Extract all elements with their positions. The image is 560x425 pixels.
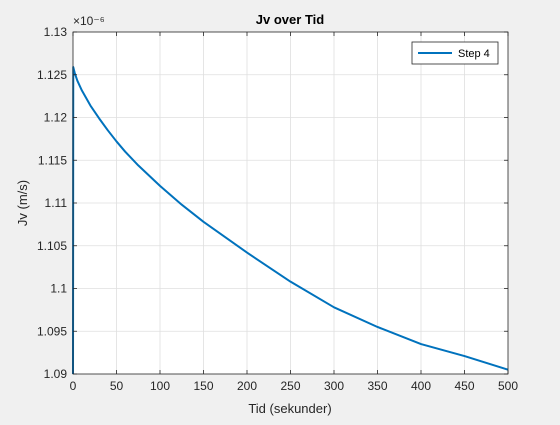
x-tick-label: 0: [70, 379, 77, 393]
x-tick-label: 300: [324, 379, 344, 393]
chart-title: Jv over Tid: [256, 12, 324, 27]
x-tick-label: 250: [280, 379, 300, 393]
labels: Jv over Tid Tid (sekunder) Jv (m/s) ×10⁻…: [15, 12, 332, 416]
legend: Step 4: [411, 41, 499, 65]
y-tick-label: 1.095: [37, 324, 67, 338]
x-tick-label: 150: [193, 379, 213, 393]
y-tick-label: 1.13: [44, 25, 68, 39]
y-tick-label: 1.115: [38, 153, 67, 167]
y-tick-label: 1.105: [37, 239, 67, 253]
x-tick-label: 200: [237, 379, 257, 393]
x-tick-label: 400: [411, 379, 431, 393]
x-axis-label: Tid (sekunder): [248, 401, 331, 416]
x-tick-label: 100: [150, 379, 170, 393]
ticks: 0 50 100 150 200 250 300 350 400 450 500 1.09 1.095 1…: [37, 25, 518, 393]
legend-entry: Step 4: [458, 48, 490, 60]
x-tick-label: 350: [367, 379, 387, 393]
x-tick-label: 500: [498, 379, 518, 393]
series-line: [72, 66, 509, 375]
y-tick-label: 1.125: [37, 68, 67, 82]
legend-box: [411, 41, 499, 65]
y-tick-label: 1.11: [45, 196, 68, 210]
x-tick-label: 50: [110, 379, 124, 393]
y-tick-label: 1.12: [44, 111, 68, 125]
y-tick-label: 1.1: [50, 282, 67, 296]
y-exponent-label: ×10⁻⁶: [73, 14, 105, 28]
series-layer: [72, 66, 509, 375]
y-tick-label: 1.09: [44, 367, 68, 381]
grid: [73, 32, 508, 374]
y-axis-label: Jv (m/s): [15, 180, 30, 226]
x-tick-label: 450: [454, 379, 474, 393]
